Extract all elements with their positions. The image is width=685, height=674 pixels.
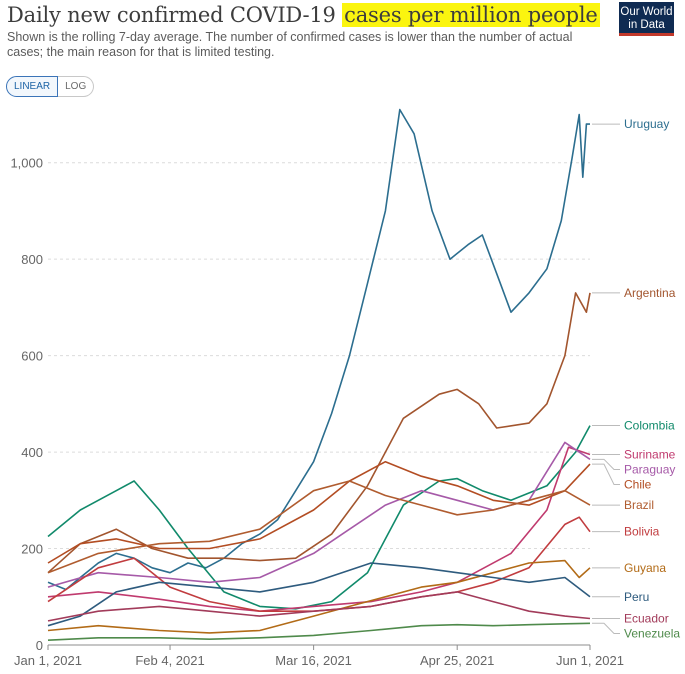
y-tick-label: 0 (36, 638, 43, 653)
series-line-uruguay (47, 108, 590, 591)
series-line-colombia (47, 425, 591, 610)
y-axis-ticks: 0 200 400 600 800 1,000 (10, 156, 43, 653)
title-plain: Daily new confirmed COVID-19 (7, 3, 343, 27)
series-line-bolivia (47, 516, 591, 612)
title-highlight: cases per million people (342, 3, 600, 27)
linear-scale-button[interactable]: LINEAR (6, 76, 59, 97)
logo-line1: Our World (620, 6, 673, 18)
series-label-suriname: Suriname (624, 447, 676, 461)
y-tick-label: 200 (21, 542, 43, 557)
series-label-peru: Peru (624, 590, 649, 604)
logo-accent-bar (619, 33, 674, 36)
series-line-guyana (47, 559, 591, 634)
y-tick-label: 400 (21, 445, 43, 460)
x-tick-label: Apr 25, 2021 (420, 653, 494, 668)
log-scale-button[interactable]: LOG (58, 76, 95, 97)
x-tick-label: Feb 4, 2021 (135, 653, 204, 668)
series-line-paraguay (47, 441, 591, 588)
grid-lines (48, 162, 590, 646)
line-chart: 0 200 400 600 800 1,000 Jan 1, 2021 Feb 4, 202… (10, 108, 680, 668)
series-label-chile: Chile (624, 477, 652, 491)
y-tick-label: 600 (21, 349, 43, 364)
series-label-argentina: Argentina (624, 286, 676, 300)
series-line-venezuela (47, 622, 591, 641)
x-tick-label: Jun 1, 2021 (556, 653, 624, 668)
scale-toggle[interactable]: LINEAR LOG (6, 76, 95, 97)
y-tick-label: 800 (21, 252, 43, 267)
label-connector (592, 463, 620, 485)
owid-logo[interactable]: Our World in Data (619, 2, 674, 36)
chart-title: Daily new confirmed COVID-19 cases per m… (7, 3, 600, 27)
series-label-paraguay: Paraguay (624, 462, 675, 476)
series-label-ecuador: Ecuador (624, 611, 669, 625)
y-tick-label: 1,000 (10, 156, 43, 171)
series-labels: Uruguay Argentina Colombia SurinameParaguay… (592, 117, 680, 640)
series-label-uruguay: Uruguay (624, 117, 669, 131)
x-tick-label: Mar 16, 2021 (275, 653, 352, 668)
series-line-argentina (47, 292, 591, 574)
x-tick-label: Jan 1, 2021 (14, 653, 82, 668)
series-line-brazil (47, 480, 591, 574)
label-connector (592, 622, 620, 634)
series-label-guyana: Guyana (624, 561, 666, 575)
series-line-suriname (47, 446, 591, 612)
series-line-peru (47, 562, 591, 627)
label-connector (592, 458, 620, 470)
chart-subtitle: Shown is the rolling 7-day average. The … (7, 30, 573, 59)
logo-line2: in Data (628, 19, 665, 31)
series-label-bolivia: Bolivia (624, 525, 660, 539)
series-lines (47, 108, 591, 641)
x-axis-ticks: Jan 1, 2021 Feb 4, 2021 Mar 16, 2021 Apr 25… (14, 645, 624, 668)
series-label-colombia: Colombia (624, 419, 675, 433)
series-line-ecuador (47, 591, 591, 622)
series-label-brazil: Brazil (624, 498, 654, 512)
series-label-venezuela: Venezuela (624, 626, 680, 640)
